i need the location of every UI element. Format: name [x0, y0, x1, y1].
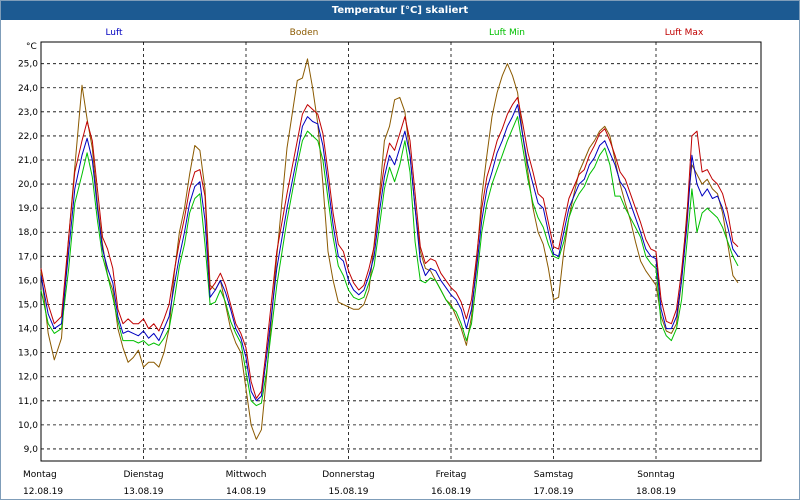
- series-line-luft-max: [40, 96, 739, 399]
- x-tick-weekday: Samstag: [534, 470, 573, 480]
- y-tick-label: 10,0: [18, 421, 38, 431]
- x-tick-date: 12.08.19: [23, 487, 63, 497]
- y-tick-label: 19,0: [18, 204, 38, 214]
- y-tick-label: 22,0: [18, 132, 38, 142]
- y-tick-label: 20,0: [18, 180, 38, 190]
- x-tick-weekday: Mittwoch: [226, 470, 267, 480]
- series-lines: [40, 58, 739, 440]
- x-tick-date: 13.08.19: [123, 487, 163, 497]
- y-axis-unit: °C: [26, 42, 37, 52]
- y-tick-label: 25,0: [18, 60, 38, 70]
- y-tick-label: 9,0: [24, 445, 39, 455]
- legend-entry: Luft: [105, 28, 123, 38]
- y-tick-label: 17,0: [18, 252, 38, 262]
- y-tick-label: 24,0: [18, 84, 38, 94]
- grid-lines: [41, 42, 761, 461]
- y-tick-label: 15,0: [18, 300, 38, 310]
- series-line-boden: [40, 58, 739, 440]
- x-tick-date: 15.08.19: [328, 487, 368, 497]
- y-tick-label: 18,0: [18, 228, 38, 238]
- y-tick-label: 16,0: [18, 276, 38, 286]
- x-tick-date: 17.08.19: [533, 487, 573, 497]
- x-tick-weekday: Montag: [23, 470, 57, 480]
- y-axis: 9,0 10,0 11,0 12,0 13,0 14,0 15,0 16,0 17,0 18,0 1…: [18, 60, 38, 455]
- legend-entry: Boden: [290, 28, 319, 38]
- y-tick-label: 11,0: [18, 397, 38, 407]
- x-tick-weekday: Sonntag: [637, 470, 674, 480]
- window-title: Temperatur [°C] skaliert: [1, 1, 799, 20]
- y-tick-label: 21,0: [18, 156, 38, 166]
- plot-area: [40, 41, 762, 462]
- x-tick-weekday: Freitag: [436, 470, 467, 480]
- x-tick-date: 16.08.19: [431, 487, 471, 497]
- series-line-luft: [40, 104, 739, 402]
- x-tick-date: 14.08.19: [226, 487, 266, 497]
- x-tick-weekday: Dienstag: [123, 470, 163, 480]
- series-line-luft-min: [40, 116, 739, 407]
- y-tick-label: 13,0: [18, 349, 38, 359]
- y-tick-label: 12,0: [18, 373, 38, 383]
- legend-entry: Luft Max: [665, 28, 704, 38]
- x-axis: Montag 12.08.19 Dienstag 13.08.19 Mittwoch 14…: [23, 470, 676, 497]
- y-tick-label: 14,0: [18, 325, 38, 335]
- legend: Luft Boden Luft Min Luft Max: [105, 28, 704, 38]
- legend-entry: Luft Min: [489, 28, 525, 38]
- x-tick-date: 18.08.19: [636, 487, 676, 497]
- x-tick-weekday: Donnerstag: [322, 470, 375, 480]
- y-tick-label: 23,0: [18, 108, 38, 118]
